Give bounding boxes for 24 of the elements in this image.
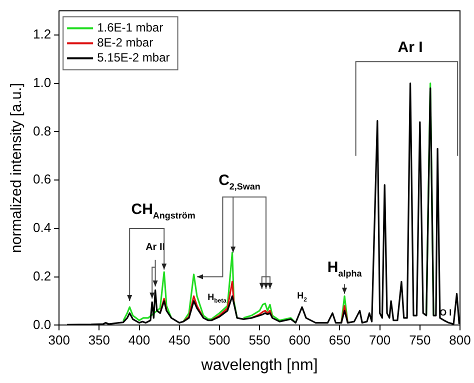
x-tick-label: 450 <box>168 332 190 348</box>
y-tick-label: 1.2 <box>32 26 52 42</box>
x-tick-label: 550 <box>248 332 270 348</box>
legend-label: 1.6E-1 mbar <box>97 20 164 35</box>
x-tick-label: 600 <box>288 332 310 348</box>
x-tick-label: 700 <box>368 332 391 348</box>
x-tick-label: 500 <box>208 332 230 348</box>
legend-label: 5.15E-2 mbar <box>97 50 170 65</box>
x-tick-label: 750 <box>409 332 431 348</box>
y-tick-label: 0.0 <box>32 316 52 332</box>
x-tick-label: 800 <box>449 332 471 348</box>
y-tick-label: 0.6 <box>32 172 52 187</box>
x-tick-label: 650 <box>328 332 351 348</box>
x-axis-title: wavelength [nm] <box>200 356 318 374</box>
annotation: Ar I <box>398 38 423 56</box>
x-tick-label: 400 <box>128 332 150 348</box>
x-tick-label: 300 <box>48 332 70 348</box>
y-tick-label: 0.4 <box>32 220 52 236</box>
y-tick-label: 1.0 <box>32 74 52 90</box>
y-tick-label: 0.8 <box>32 123 52 138</box>
legend-label: 8E-2 mbar <box>97 36 154 50</box>
y-tick-label: 0.2 <box>32 268 52 284</box>
x-tick-label: 350 <box>88 332 110 348</box>
y-axis-title: normalized intensity [a.u.] <box>8 82 26 254</box>
